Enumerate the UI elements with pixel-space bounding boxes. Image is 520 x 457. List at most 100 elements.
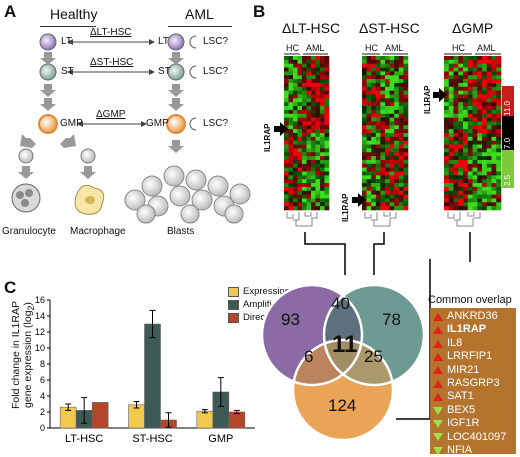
legend-swatch (228, 286, 239, 297)
heatmap-cell (315, 136, 321, 141)
overlap-gene-item: IL1RAP (433, 323, 513, 336)
heatmap-cell (472, 144, 478, 149)
heatmap-cell (371, 194, 377, 199)
heatmap-cell (398, 167, 404, 172)
heatmap-cell (467, 63, 473, 68)
heatmap-cell (389, 129, 395, 134)
heatmap-cell (302, 186, 307, 192)
heatmap-cell (458, 129, 464, 134)
heatmap-cell (389, 186, 395, 192)
heatmap-cell (375, 71, 381, 76)
heatmap-cell (366, 186, 372, 192)
heatmap-cell (458, 75, 464, 80)
overlap-gene-name: IL1RAP (447, 323, 487, 336)
heatmap-cell (463, 121, 469, 126)
heatmap-cell (293, 206, 298, 211)
heatmap-cell (444, 109, 450, 115)
up-arrow-icon (433, 339, 443, 348)
heatmap-cell (362, 140, 367, 145)
heatmap-cell (486, 171, 492, 176)
heatmap-cell (482, 67, 488, 72)
heatmap-cell (482, 156, 488, 161)
heatmap-title-st: ΔST-HSC (359, 20, 420, 36)
heatmap-cell (371, 90, 377, 95)
heatmap-cell (477, 186, 483, 192)
heatmap-cell (297, 79, 303, 84)
heatmap-cell (477, 102, 483, 107)
heatmap-cell (385, 98, 390, 103)
heatmap-cell (306, 136, 312, 141)
heatmap-cell (284, 186, 289, 192)
heatmap-cell (315, 175, 321, 180)
heatmap-cell (306, 183, 312, 188)
heatmap-cell (385, 159, 390, 165)
heatmap-cell (398, 67, 404, 72)
heatmap-cell (496, 198, 502, 203)
heatmap-cell (293, 129, 298, 134)
heatmap-cell (403, 129, 409, 134)
heatmap-cell (311, 194, 316, 199)
heatmap-cell (477, 163, 483, 168)
heatmap-cell (448, 156, 454, 161)
heatmap-cell (362, 171, 367, 176)
heatmap-cell (496, 82, 502, 88)
panel-c-letter: C (4, 278, 17, 297)
heatmap-cell (371, 163, 377, 168)
heatmap-cell (311, 82, 316, 88)
heatmap-cell (453, 136, 459, 141)
heatmap-cell (463, 82, 469, 88)
heatmap-cell (284, 56, 289, 61)
heatmap-cell (463, 98, 469, 103)
heatmap-cell (477, 75, 483, 80)
heatmap-cell (472, 190, 478, 195)
heatmap-cell (311, 121, 316, 126)
heatmap-cell (398, 113, 404, 118)
heatmap-cell (444, 117, 450, 122)
heatmap-cell (389, 171, 395, 176)
heatmap-cell (394, 175, 400, 180)
heatmap-cell (472, 117, 478, 122)
heatmap-cell (491, 113, 497, 118)
heatmap-cell (288, 90, 294, 95)
heatmap-cell (394, 90, 400, 95)
heatmap-cell (293, 75, 298, 80)
heatmap-cell (463, 163, 469, 168)
heatmap-cell (366, 159, 372, 165)
heatmap-cell (394, 129, 400, 134)
heatmap-cell (311, 190, 316, 195)
overlap-gene-item: ANKRD36 (433, 310, 513, 323)
differentiation-arrows (18, 52, 184, 179)
heatmap-cell (491, 63, 497, 68)
heatmap-cell (302, 148, 307, 153)
heatmap-cell (375, 102, 381, 107)
heatmap-cell (448, 167, 454, 172)
overlap-gene-item: BEX5 (433, 404, 513, 417)
heatmap-cell (311, 156, 316, 161)
heatmap-cell (458, 79, 464, 84)
overlap-gene-item: IGF1R (433, 417, 513, 430)
heatmap-cell (458, 171, 464, 176)
heatmap-cell (385, 194, 390, 199)
heatmap-cell (366, 133, 372, 138)
heatmap-cell (453, 109, 459, 115)
heatmap-cell (403, 152, 409, 157)
heatmap-cell (311, 79, 316, 84)
heatmap-cell (472, 86, 478, 91)
heatmap-cell (324, 179, 330, 184)
heatmap-cell (448, 94, 454, 99)
heatmap-cell (467, 159, 473, 165)
heatmap-cell (306, 82, 312, 88)
heatmap-cell (403, 140, 409, 145)
heatmap-cell (482, 82, 488, 88)
heatmap-cell (320, 136, 325, 141)
heatmap-cell (458, 86, 464, 91)
heatmap-cell (302, 90, 307, 95)
heatmap-cell (467, 152, 473, 157)
heatmap-cell (448, 63, 454, 68)
heatmap-cell (380, 121, 386, 126)
heatmap-cell (448, 183, 454, 188)
heatmap-cell (496, 144, 502, 149)
heatmap-cell (458, 90, 464, 95)
heatmap-cell (486, 75, 492, 80)
heatmap-cell (302, 179, 307, 184)
